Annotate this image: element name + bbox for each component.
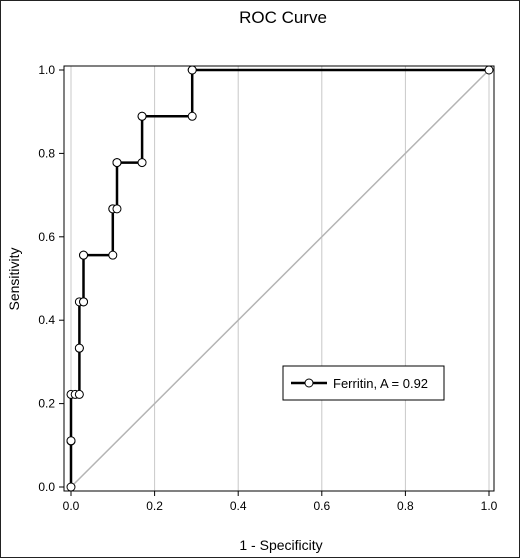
y-tick-label: 0.6 <box>38 230 55 244</box>
x-tick-label: 0.0 <box>63 499 80 513</box>
y-tick-label: 0.2 <box>38 397 55 411</box>
legend-marker <box>304 378 314 388</box>
roc-point <box>74 389 84 399</box>
roc-point <box>112 204 122 214</box>
y-tick-label: 0.4 <box>38 313 55 327</box>
reference-line <box>70 69 490 488</box>
x-tick-label: 0.4 <box>230 499 247 513</box>
roc-points <box>66 65 494 492</box>
legend-label: Ferritin, A = 0.92 <box>333 376 428 391</box>
roc-point <box>66 482 76 492</box>
legend: Ferritin, A = 0.92 <box>282 365 445 401</box>
roc-point <box>79 250 89 260</box>
roc-point <box>112 158 122 168</box>
x-axis-label: 1 - Specificity <box>239 537 322 553</box>
axes: 0.0 0.0 0.2 0.2 0.4 0.4 0.6 0.6 0.8 0.8 1.0 1.0 <box>38 63 497 513</box>
chart-title: ROC Curve <box>239 8 327 27</box>
reference-diagonal <box>70 69 490 488</box>
x-tick-label: 0.6 <box>313 499 330 513</box>
plot-frame <box>63 65 495 492</box>
roc-point <box>66 436 76 446</box>
y-tick-label: 0.8 <box>38 146 55 160</box>
roc-point <box>137 158 147 168</box>
y-tick-label: 0.0 <box>38 480 55 494</box>
y-tick-label: 1.0 <box>38 63 55 77</box>
x-tick-label: 0.2 <box>146 499 163 513</box>
x-tick-label: 1.0 <box>481 499 498 513</box>
roc-point <box>108 250 118 260</box>
roc-point <box>484 65 494 75</box>
x-tick-label: 0.8 <box>397 499 414 513</box>
roc-point <box>79 297 89 307</box>
roc-point <box>187 65 197 75</box>
y-axis-label: Sensitivity <box>6 247 22 310</box>
roc-point <box>187 111 197 121</box>
roc-point <box>137 111 147 121</box>
roc-point <box>74 343 84 353</box>
